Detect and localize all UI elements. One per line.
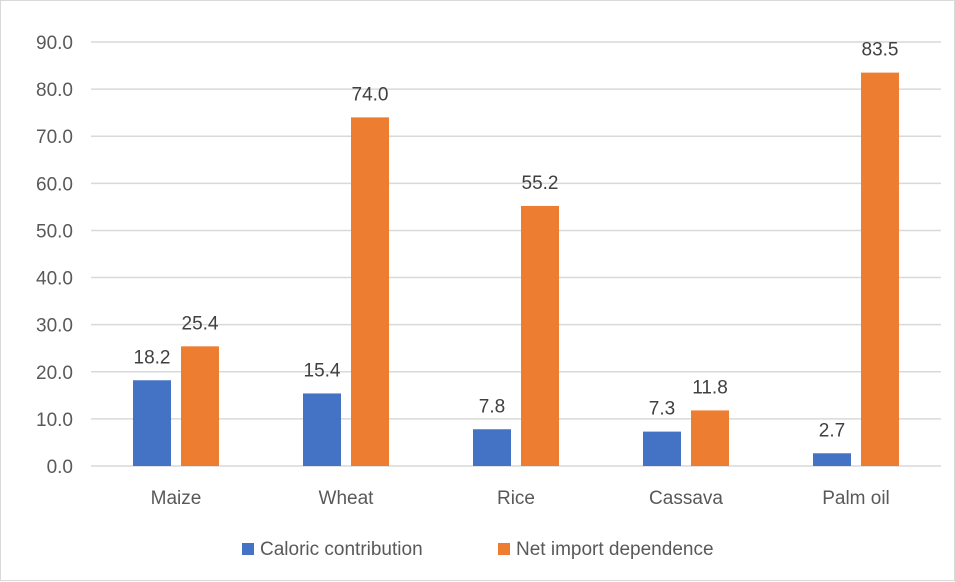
legend-label: Net import dependence xyxy=(516,539,714,560)
legend-swatch xyxy=(242,543,254,555)
bar-net-import-dependence xyxy=(181,346,219,466)
data-label: 18.2 xyxy=(134,347,171,368)
data-label: 55.2 xyxy=(522,173,559,194)
y-tick-label: 80.0 xyxy=(36,80,73,101)
x-axis-ticks: Maize Wheat Rice Cassava Palm oil xyxy=(151,488,890,509)
y-tick-label: 70.0 xyxy=(36,127,73,148)
y-tick-label: 20.0 xyxy=(36,363,73,384)
bar-net-import-dependence xyxy=(691,410,729,466)
bar-caloric-contribution xyxy=(133,380,171,466)
y-tick-label: 0.0 xyxy=(47,457,73,478)
legend: Caloric contribution Net import dependenc… xyxy=(242,539,714,560)
bar-net-import-dependence xyxy=(861,72,899,466)
x-tick-label: Palm oil xyxy=(822,488,890,509)
bar-caloric-contribution xyxy=(643,431,681,466)
data-label: 83.5 xyxy=(862,40,899,61)
data-label: 25.4 xyxy=(182,313,219,334)
y-tick-label: 50.0 xyxy=(36,221,73,242)
x-tick-label: Rice xyxy=(497,488,535,509)
gridlines xyxy=(91,41,941,467)
data-label: 15.4 xyxy=(304,360,341,381)
data-labels: 18.2 25.4 15.4 74.0 7.8 55.2 7.3 11.8 2.7 83.5 xyxy=(134,40,899,442)
data-label: 7.3 xyxy=(649,399,675,420)
bar-caloric-contribution xyxy=(473,429,511,466)
data-label: 2.7 xyxy=(819,420,845,441)
y-tick-label: 30.0 xyxy=(36,316,73,337)
bar-net-import-dependence xyxy=(351,117,389,466)
bar-net-import-dependence xyxy=(521,205,559,467)
legend-swatch xyxy=(498,543,510,555)
data-label: 74.0 xyxy=(352,84,389,105)
x-tick-label: Maize xyxy=(151,488,202,509)
bar-caloric-contribution xyxy=(813,453,851,466)
y-tick-label: 60.0 xyxy=(36,174,73,195)
data-label: 11.8 xyxy=(692,377,728,398)
x-tick-label: Wheat xyxy=(319,488,375,509)
bar-caloric-contribution xyxy=(303,393,341,466)
y-axis-ticks: 0.0 10.0 20.0 30.0 40.0 50.0 60.0 70.0 80.0 90.0 xyxy=(36,33,73,478)
data-label: 7.8 xyxy=(479,396,505,417)
legend-label: Caloric contribution xyxy=(260,539,423,560)
y-tick-label: 10.0 xyxy=(36,410,73,431)
x-tick-label: Cassava xyxy=(649,488,723,509)
bars xyxy=(133,72,899,467)
y-tick-label: 90.0 xyxy=(36,33,73,54)
y-tick-label: 40.0 xyxy=(36,269,73,290)
